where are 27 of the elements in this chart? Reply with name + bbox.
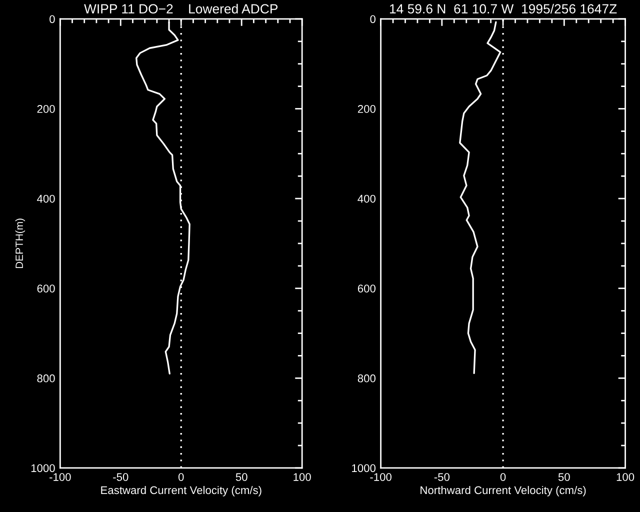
y-tick-label: 600 — [358, 284, 376, 292]
y-tick-label: 400 — [37, 194, 55, 203]
x-tick-label: -100 — [370, 473, 392, 481]
y-tick-label: 200 — [37, 105, 55, 113]
y-tick-label: 0 — [370, 15, 376, 24]
y-tick-label: 1000 — [31, 464, 55, 472]
x-tick-label: -50 — [113, 473, 128, 481]
y-tick-label: 600 — [37, 284, 55, 292]
y-tick-label: 0 — [50, 15, 55, 24]
y-tick-label: 200 — [358, 105, 376, 113]
y-tick-label: 1000 — [352, 464, 376, 472]
x-tick-label: -50 — [434, 473, 450, 481]
y-tick-label: 800 — [358, 374, 376, 382]
x-tick-label: -100 — [50, 473, 71, 481]
x-axis-title: Eastward Current Velocity (cm/s) — [101, 486, 262, 496]
chart-title: 14 59.6 N 61 10.7 W 1995/256 1647Z — [390, 4, 617, 14]
y-tick-label: 400 — [358, 194, 376, 203]
y-tick-label: 800 — [37, 374, 55, 382]
x-tick-label: 0 — [178, 473, 184, 481]
y-axis-title: DEPTH(m) — [15, 218, 26, 268]
x-axis-title: Northward Current Velocity (cm/s) — [420, 486, 586, 496]
x-tick-label: 50 — [236, 473, 248, 481]
x-tick-label: 100 — [616, 473, 634, 481]
x-tick-label: 50 — [558, 473, 570, 481]
x-tick-label: 0 — [500, 473, 506, 481]
x-tick-label: 100 — [294, 473, 311, 481]
chart-title: WIPP 11 DO−2 Lowered ADCP — [84, 4, 278, 14]
